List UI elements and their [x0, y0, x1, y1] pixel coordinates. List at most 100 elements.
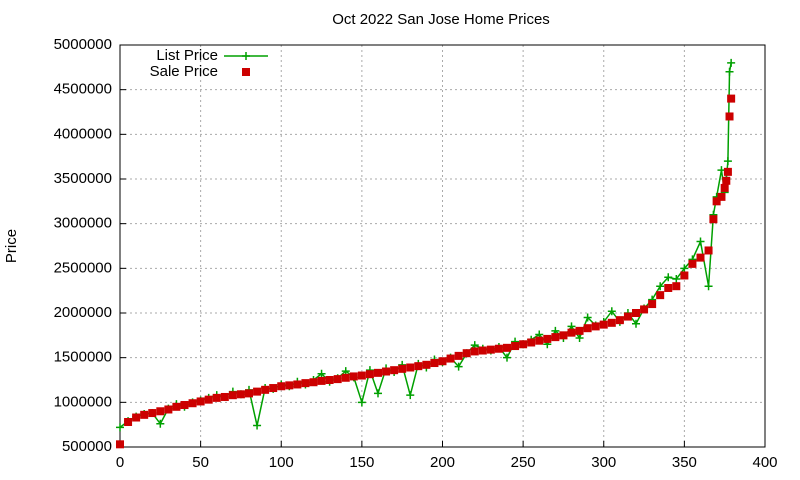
sale-point [478, 346, 487, 355]
sale-point [156, 407, 165, 416]
y-tick-label: 1500000 [54, 349, 112, 366]
sale-point [704, 246, 713, 255]
list-point [583, 313, 592, 322]
sale-point [261, 385, 270, 394]
list-point [704, 282, 713, 291]
sale-point [172, 402, 181, 411]
sale-point [559, 331, 568, 340]
sale-point [196, 397, 205, 406]
y-tick-label: 1000000 [54, 393, 112, 410]
sale-point [656, 291, 665, 300]
legend-label: Sale Price [150, 63, 218, 80]
sale-point [430, 359, 439, 368]
list-point [725, 67, 734, 76]
sale-point [583, 324, 592, 333]
sale-point [454, 351, 463, 360]
chart-title: Oct 2022 San Jose Home Prices [332, 11, 550, 28]
sale-point [422, 360, 431, 369]
sale-point [672, 282, 681, 291]
sale-point [527, 338, 536, 347]
sale-point [341, 373, 350, 382]
sale-point [723, 167, 732, 176]
list-point [672, 275, 681, 284]
list-point [664, 273, 673, 282]
sale-point [285, 381, 294, 390]
sale-point [543, 334, 552, 343]
sale-point [709, 215, 718, 224]
y-tick-label: 3500000 [54, 170, 112, 187]
list-point [632, 319, 640, 328]
sale-point [599, 320, 608, 329]
sale-point [164, 405, 173, 414]
sale-point [607, 318, 616, 327]
sale-point [462, 349, 471, 358]
y-tick-label: 2500000 [54, 259, 112, 276]
list-point [727, 58, 736, 67]
y-tick-label: 4500000 [54, 81, 112, 98]
sale-point [390, 366, 399, 375]
sale-point [132, 413, 141, 422]
sale-point [632, 309, 640, 317]
list-point [454, 362, 463, 371]
list-point [357, 398, 366, 407]
list-point [116, 423, 124, 432]
list-point [317, 369, 326, 378]
sale-point [414, 362, 423, 371]
sale-point [438, 357, 447, 366]
sale-point [301, 379, 310, 388]
sale-point [615, 316, 624, 325]
list-point [696, 237, 705, 246]
sale-point [640, 305, 649, 314]
list-point [341, 367, 350, 376]
y-tick-label: 500000 [62, 438, 112, 455]
list-point [503, 353, 511, 362]
y-tick-label: 5000000 [54, 36, 112, 53]
legend-marker [242, 68, 250, 76]
sale-point [333, 375, 342, 384]
sale-point [309, 378, 318, 387]
sale-point [680, 271, 689, 280]
sale-point [148, 409, 157, 418]
sale-point [357, 371, 366, 380]
sale-point [567, 328, 576, 337]
sale-point [696, 253, 705, 262]
x-tick-label: 300 [591, 454, 616, 471]
sale-point [269, 384, 278, 393]
x-tick-label: 100 [269, 454, 294, 471]
sale-point [494, 344, 503, 353]
sale-point [722, 176, 731, 185]
y-axis-label: Price [3, 229, 20, 263]
sale-point [382, 367, 391, 376]
sale-point [623, 312, 632, 321]
sale-point [317, 376, 326, 385]
sale-point [116, 440, 124, 449]
sale-point [727, 94, 736, 103]
x-tick-label: 0 [116, 454, 124, 471]
sale-point [725, 112, 734, 121]
list-point [607, 307, 616, 316]
sale-point [717, 192, 726, 201]
list-point [656, 282, 665, 291]
plot-frame [119, 44, 766, 448]
sale-point [648, 300, 657, 309]
sale-point [591, 322, 600, 331]
sale-point [212, 393, 221, 402]
sale-point [220, 392, 229, 401]
y-tick-label: 3000000 [54, 215, 112, 232]
sale-point [365, 370, 374, 379]
list-point [406, 391, 415, 400]
sale-point [688, 259, 697, 268]
series-line [119, 62, 732, 428]
list-point [680, 264, 689, 273]
list-point [156, 419, 165, 428]
sale-point [180, 401, 189, 410]
sale-point [503, 343, 511, 352]
x-tick-label: 50 [192, 454, 209, 471]
sale-point [720, 183, 729, 192]
legend-marker [242, 52, 250, 60]
x-tick-label: 400 [752, 454, 777, 471]
sale-point [140, 410, 149, 419]
list-point [723, 157, 732, 166]
sale-point [551, 333, 560, 342]
